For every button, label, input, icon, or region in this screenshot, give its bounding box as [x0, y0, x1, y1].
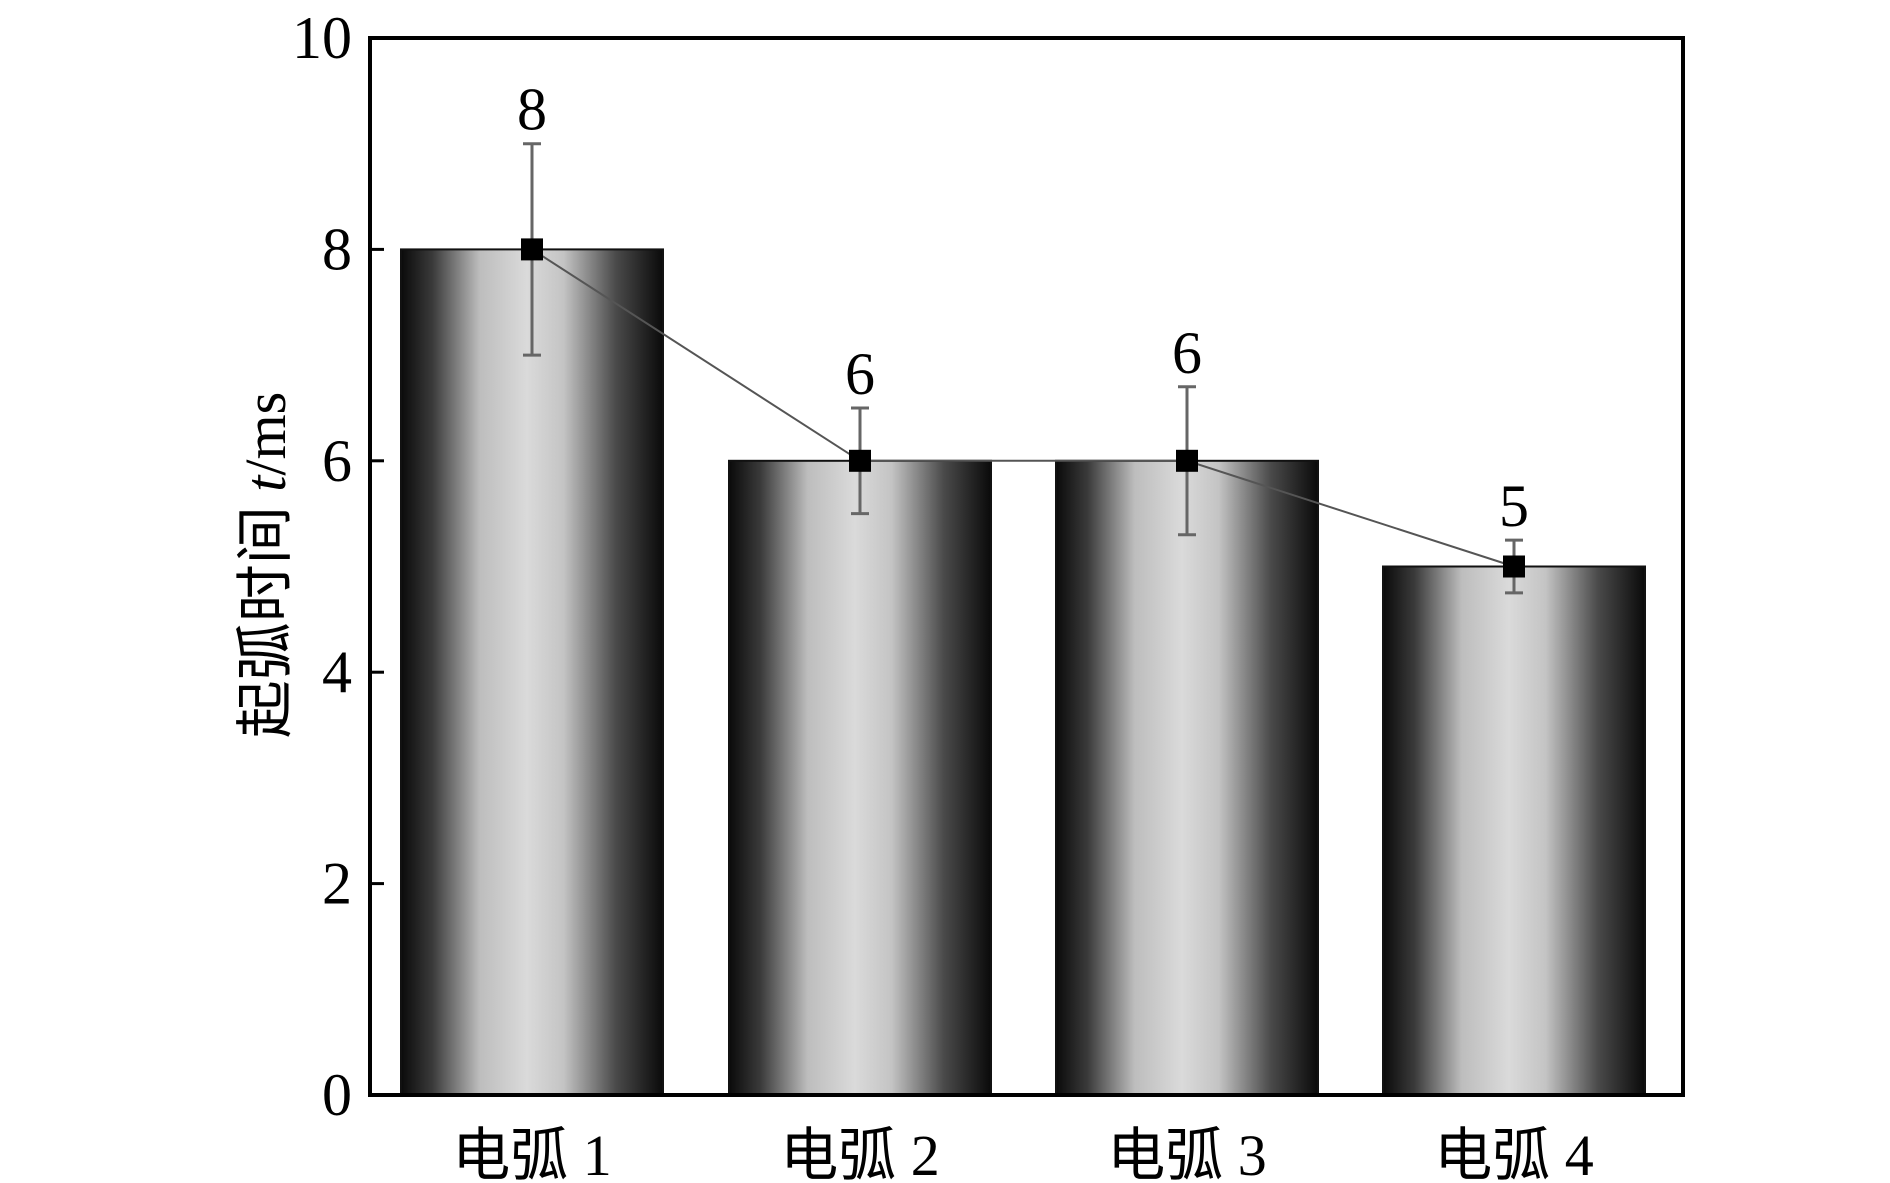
- category-label-2: 电弧 2: [780, 1123, 940, 1183]
- y-axis-ticks: 0 2 4 6 8 10: [292, 5, 384, 1128]
- plot-frame: [368, 36, 1685, 1097]
- y-axis-title-prefix: 起弧时间: [233, 492, 298, 739]
- category-label-4: 电弧 4: [1434, 1123, 1594, 1183]
- bars-layer: [400, 248, 1646, 1096]
- y-axis-title-variable: t: [233, 474, 298, 492]
- marker-4: [1503, 555, 1525, 578]
- markers-layer: [521, 238, 1525, 578]
- marker-2: [849, 449, 871, 472]
- data-label-4: 5: [1499, 473, 1529, 539]
- bar-1: [400, 248, 664, 1096]
- y-tick-label-10: 10: [292, 5, 352, 71]
- y-tick-label-8: 8: [322, 216, 352, 282]
- y-tick-label-4: 4: [322, 639, 352, 705]
- category-label-3: 电弧 3: [1107, 1123, 1267, 1183]
- data-label-2: 6: [845, 341, 875, 407]
- category-label-1: 电弧 1: [452, 1123, 612, 1183]
- bar-3: [1055, 459, 1319, 1096]
- trend-line-layer: [531, 248, 1515, 568]
- error-bars-layer: [523, 142, 1523, 595]
- x-axis-categories: 电弧 1 电弧 2 电弧 3 电弧 4: [452, 1123, 1594, 1183]
- data-labels-layer: 8 6 6 5: [517, 77, 1529, 539]
- y-axis-title: 起弧时间 t/ms: [233, 392, 298, 738]
- bar-4: [1382, 565, 1646, 1096]
- y-tick-label-2: 2: [322, 851, 352, 917]
- y-axis-title-suffix: /ms: [233, 392, 298, 476]
- data-label-3: 6: [1172, 320, 1202, 386]
- y-tick-label-0: 0: [322, 1062, 352, 1128]
- y-tick-label-6: 6: [322, 428, 352, 494]
- marker-3: [1176, 449, 1198, 472]
- marker-1: [521, 238, 543, 261]
- bar-2: [728, 459, 992, 1096]
- trend-line: [531, 248, 1515, 568]
- data-label-1: 8: [517, 77, 547, 143]
